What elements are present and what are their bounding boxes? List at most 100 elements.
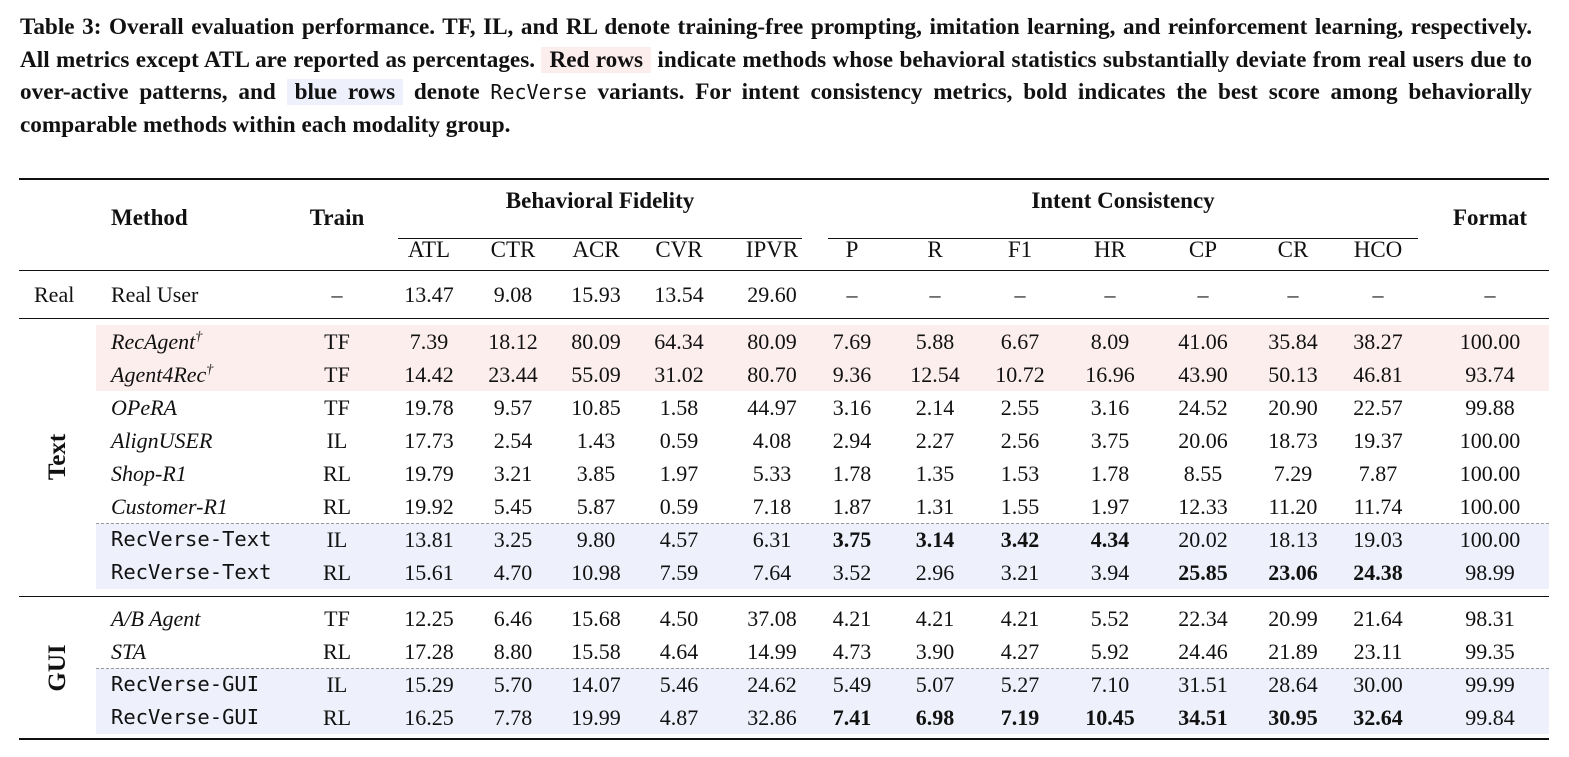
text-row-6-value-12: 100.00 <box>1459 527 1521 552</box>
text-row-7-value-1: 4.70 <box>493 560 533 585</box>
train-header: Train <box>309 205 365 230</box>
text-row-7-value-10: 23.06 <box>1268 560 1318 585</box>
text-row-7-method-name: RecVerse-Text <box>111 560 272 584</box>
text-row-0-value-0: 7.39 <box>409 329 449 354</box>
gui-row-0-value-9: 22.34 <box>1178 606 1228 631</box>
gui-row-1-value-7: 4.27 <box>1000 639 1040 664</box>
gui-row-2-value-9: 31.51 <box>1178 672 1228 697</box>
text-row-1-value-6: 12.54 <box>910 362 960 387</box>
text-row-2-value-2: 10.85 <box>571 395 621 420</box>
gui-row-0-value-5: 4.21 <box>832 606 872 631</box>
metric-header-hr: HR <box>1094 237 1126 262</box>
text-row-3-value-10: 18.73 <box>1268 428 1318 453</box>
real-user-value-6: – <box>929 282 941 307</box>
gui-row-0-method-name: A/B Agent <box>111 606 201 631</box>
text-row-1-value-3: 31.02 <box>654 362 704 387</box>
text-row-0-method: RecAgent† <box>111 325 202 358</box>
gui-row-3-value-8: 10.45 <box>1085 705 1135 730</box>
caption-part-4: variants. For intent consistency metrics… <box>20 79 1533 138</box>
gui-row-0-value-2: 15.68 <box>571 606 621 631</box>
gui-row-3-value-7: 7.19 <box>1000 705 1040 730</box>
text-row-1-value-10: 50.13 <box>1268 362 1318 387</box>
text-row-0-value-6: 5.88 <box>915 329 955 354</box>
text-group-bottom-rule <box>19 596 1549 597</box>
text-row-2-value-9: 24.52 <box>1178 395 1228 420</box>
text-row-7-value-7: 3.21 <box>1000 560 1040 585</box>
real-row-bottom-rule <box>19 318 1549 319</box>
text-row-2-value-7: 2.55 <box>1000 395 1040 420</box>
gui-row-0-method: A/B Agent <box>111 602 200 635</box>
real-user-value-8: – <box>1104 282 1116 307</box>
text-row-2-value-1: 9.57 <box>493 395 533 420</box>
format-header: Format <box>1452 205 1528 230</box>
text-row-3-train: IL <box>326 428 348 453</box>
text-row-0-value-12: 100.00 <box>1459 329 1521 354</box>
gui-row-3-method: RecVerse-GUI <box>111 701 259 734</box>
text-row-4-method-name: Shop-R1 <box>111 461 187 486</box>
text-row-7-method: RecVerse-Text <box>111 556 271 589</box>
text-row-2-value-4: 44.97 <box>747 395 797 420</box>
gui-row-1-method: STA <box>111 635 146 668</box>
gui-row-0-value-8: 5.52 <box>1090 606 1130 631</box>
text-row-1-method-name: Agent4Rec <box>111 362 207 387</box>
text-row-4-train: RL <box>322 461 352 486</box>
gui-row-0-value-10: 20.99 <box>1268 606 1318 631</box>
gui-row-1-value-4: 14.99 <box>747 639 797 664</box>
text-row-4-method: Shop-R1 <box>111 457 187 490</box>
text-row-1-value-2: 55.09 <box>571 362 621 387</box>
gui-row-3-value-10: 30.95 <box>1268 705 1318 730</box>
text-row-4-value-3: 1.97 <box>659 461 699 486</box>
text-row-5-value-10: 11.20 <box>1268 494 1318 519</box>
text-row-0-value-3: 64.34 <box>654 329 704 354</box>
text-row-1-dagger-mark: † <box>206 362 214 378</box>
text-row-0-value-11: 38.27 <box>1353 329 1403 354</box>
gui-row-3-train: RL <box>322 705 352 730</box>
gui-row-2-value-4: 24.62 <box>747 672 797 697</box>
text-row-3-value-0: 17.73 <box>404 428 454 453</box>
text-row-1-method: Agent4Rec† <box>111 358 213 391</box>
metric-header-cr: CR <box>1277 237 1309 262</box>
group-label-text: Text <box>44 433 71 481</box>
gui-row-1-value-9: 24.46 <box>1178 639 1228 664</box>
metric-header-hco: HCO <box>1353 237 1403 262</box>
text-row-3-method-name: AlignUSER <box>111 428 213 453</box>
text-row-7-value-12: 98.99 <box>1465 560 1515 585</box>
behavioral-group-rule <box>398 238 802 239</box>
text-row-0-value-1: 18.12 <box>488 329 538 354</box>
real-user-value-9: – <box>1197 282 1209 307</box>
text-row-4-value-1: 3.21 <box>493 461 533 486</box>
text-row-3-value-5: 2.94 <box>832 428 872 453</box>
text-row-7-value-2: 10.98 <box>571 560 621 585</box>
caption-part-2: indicate methods whose behavioral statis… <box>20 46 1533 106</box>
gui-row-3-value-4: 32.86 <box>747 705 797 730</box>
text-row-0-value-5: 7.69 <box>832 329 872 354</box>
text-row-5-value-7: 1.55 <box>1000 494 1040 519</box>
gui-row-3-method-name: RecVerse-GUI <box>111 705 260 729</box>
text-row-0-value-2: 80.09 <box>571 329 621 354</box>
text-row-6-value-8: 4.34 <box>1090 527 1130 552</box>
metric-header-ipvr: IPVR <box>745 237 799 262</box>
text-row-5-method: Customer-R1 <box>111 490 228 523</box>
text-row-2-method-name: OPeRA <box>111 395 177 420</box>
gui-row-1-value-12: 99.35 <box>1465 639 1515 664</box>
gui-row-2-method-name: RecVerse-GUI <box>111 672 260 696</box>
text-row-5-value-4: 7.18 <box>752 494 792 519</box>
text-row-4-value-11: 7.87 <box>1358 461 1398 486</box>
gui-row-2-value-8: 7.10 <box>1090 672 1130 697</box>
gui-row-2-highlight <box>96 668 1549 701</box>
text-row-3-value-9: 20.06 <box>1178 428 1228 453</box>
text-row-1-value-4: 80.70 <box>747 362 797 387</box>
text-row-6-method: RecVerse-Text <box>111 523 271 556</box>
text-row-4-value-6: 1.35 <box>915 461 955 486</box>
text-row-4-value-0: 19.79 <box>404 461 454 486</box>
real-user-value-0: 13.47 <box>404 282 454 307</box>
text-row-2-value-0: 19.78 <box>404 395 454 420</box>
gui-row-0-value-6: 4.21 <box>915 606 955 631</box>
gui-row-2-value-2: 14.07 <box>571 672 621 697</box>
gui-row-2-value-0: 15.29 <box>404 672 454 697</box>
gui-row-0-value-12: 98.31 <box>1465 606 1515 631</box>
caption-part-1: Table 3: Overall evaluation performance.… <box>20 14 1532 73</box>
intent-group-rule <box>828 238 1418 239</box>
text-row-6-dashed-separator <box>96 523 1549 524</box>
gui-row-2-dashed-separator <box>96 668 1549 669</box>
